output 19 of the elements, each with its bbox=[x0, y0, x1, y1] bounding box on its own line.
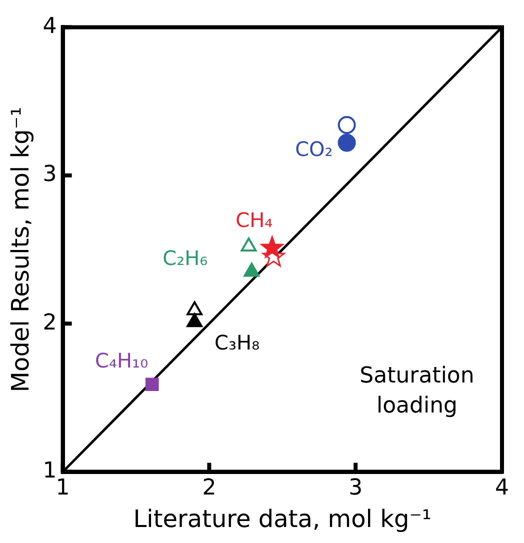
x-tick-label: 4 bbox=[495, 476, 509, 501]
series-label: CH₄ bbox=[236, 208, 273, 232]
series-label: CO₂ bbox=[295, 137, 333, 161]
y-tick-label: 1 bbox=[42, 458, 57, 484]
series-label: C₃H₈ bbox=[214, 330, 260, 354]
y-axis-title: Model Results, mol kg⁻¹ bbox=[6, 106, 35, 392]
x-axis-title: Literature data, mol kg⁻¹ bbox=[133, 504, 432, 533]
x-tick-label: 3 bbox=[348, 476, 363, 501]
y-tick-label: 2 bbox=[42, 310, 57, 336]
point bbox=[244, 262, 260, 277]
series-label: C₂H₆ bbox=[162, 246, 208, 270]
x-tick-label: 2 bbox=[202, 476, 216, 501]
point bbox=[260, 236, 284, 258]
annotation: Saturation loading bbox=[360, 364, 474, 419]
y-tick-label: 4 bbox=[42, 14, 57, 39]
series-label: C₄H₁₀ bbox=[95, 348, 148, 373]
point bbox=[186, 313, 202, 328]
point bbox=[338, 134, 356, 152]
y-tick-label: 3 bbox=[42, 162, 57, 188]
